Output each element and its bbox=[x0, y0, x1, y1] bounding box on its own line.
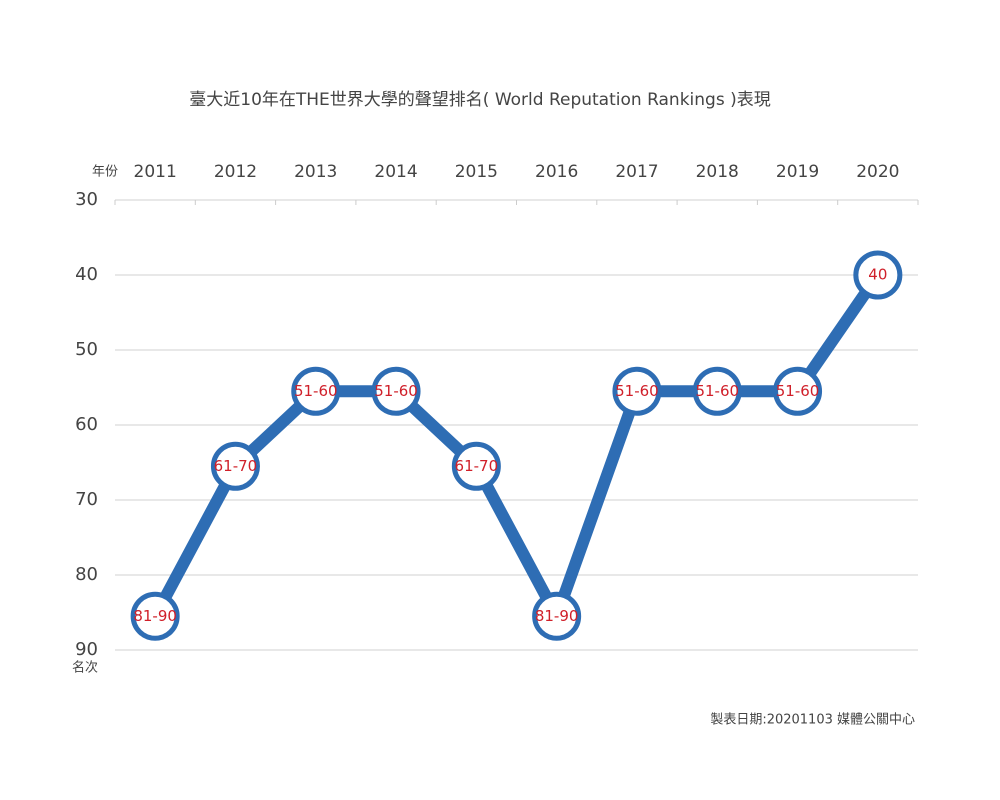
marker bbox=[210, 441, 260, 491]
y-tick-label: 30 bbox=[75, 189, 98, 210]
x-tick-label: 2015 bbox=[455, 162, 498, 182]
chart-title: 臺大近10年在THE世界大學的聲望排名( World Reputation Ra… bbox=[189, 90, 770, 110]
data-label: 51-60 bbox=[294, 382, 338, 400]
data-label: 51-60 bbox=[615, 382, 659, 400]
y-tick-label: 80 bbox=[75, 564, 98, 585]
marker bbox=[612, 366, 662, 416]
x-tick-label: 2016 bbox=[535, 162, 578, 182]
data-label: 61-70 bbox=[214, 457, 258, 475]
x-tick-label: 2013 bbox=[294, 162, 337, 182]
x-tick-label: 2018 bbox=[696, 162, 739, 182]
x-axis-label: 年份 bbox=[92, 165, 118, 180]
x-tick-label: 2019 bbox=[776, 162, 819, 182]
marker bbox=[773, 366, 823, 416]
marker bbox=[130, 591, 180, 641]
marker bbox=[371, 366, 421, 416]
x-tick-label: 2020 bbox=[856, 162, 899, 182]
marker bbox=[451, 441, 501, 491]
marker bbox=[692, 366, 742, 416]
data-label: 81-90 bbox=[133, 607, 177, 625]
data-label: 40 bbox=[868, 266, 887, 284]
marker bbox=[532, 591, 582, 641]
y-tick-label: 90 bbox=[75, 639, 98, 660]
footnote: 製表日期:20201103 媒體公關中心 bbox=[710, 713, 915, 728]
data-label: 51-60 bbox=[776, 382, 820, 400]
y-axis-label: 名次 bbox=[72, 660, 98, 676]
x-tick-label: 2017 bbox=[615, 162, 658, 182]
y-tick-label: 40 bbox=[75, 264, 98, 285]
data-label: 61-70 bbox=[455, 457, 499, 475]
data-label: 51-60 bbox=[695, 382, 739, 400]
x-tick-label: 2014 bbox=[374, 162, 417, 182]
data-label: 51-60 bbox=[374, 382, 418, 400]
marker bbox=[291, 366, 341, 416]
x-tick-label: 2012 bbox=[214, 162, 257, 182]
y-tick-label: 50 bbox=[75, 339, 98, 360]
marker bbox=[853, 250, 903, 300]
y-tick-label: 70 bbox=[75, 489, 98, 510]
x-tick-label: 2011 bbox=[134, 162, 177, 182]
y-tick-label: 60 bbox=[75, 414, 98, 435]
line bbox=[149, 271, 883, 623]
data-label: 81-90 bbox=[535, 607, 579, 625]
